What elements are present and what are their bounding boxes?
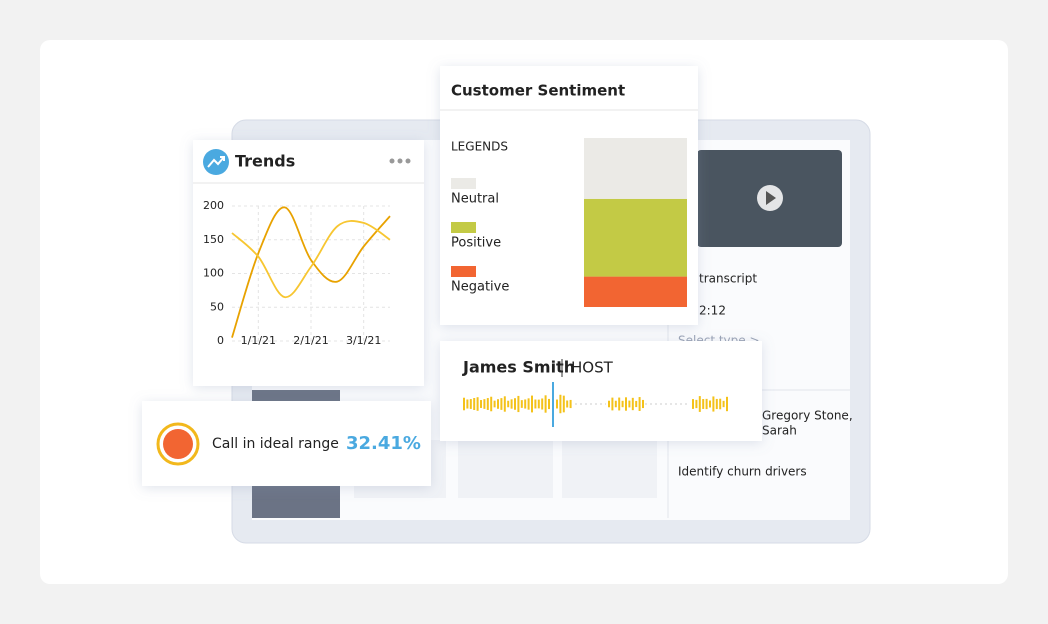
wave-bar	[534, 399, 537, 409]
wave-bar	[514, 398, 516, 410]
wave-bar	[531, 395, 533, 413]
wave-bar	[559, 394, 562, 414]
wave-bar	[628, 400, 631, 408]
y-tick-label: 200	[203, 199, 224, 212]
trends-icon-arrow	[207, 156, 225, 168]
legend-label: Positive	[451, 236, 501, 251]
x-tick-label: 2/1/21	[293, 334, 328, 347]
host-card	[440, 341, 762, 441]
wave-bar	[497, 399, 499, 409]
detail: 2:12	[699, 304, 726, 318]
wave-bar	[510, 399, 513, 409]
range-value: 32.41%	[346, 433, 421, 454]
wave-bar	[520, 400, 523, 408]
card-title: Customer Sentiment	[451, 82, 625, 100]
legend-label: Neutral	[451, 192, 499, 207]
trend-line	[231, 206, 391, 338]
wave-bar	[621, 400, 624, 408]
wave-bar	[608, 400, 610, 408]
trend-line	[231, 220, 391, 299]
wave-bar	[635, 400, 638, 408]
wave-bar	[486, 398, 489, 410]
trends-card	[193, 140, 424, 386]
legend-title: LEGENDS	[451, 140, 508, 154]
wave-bar	[638, 397, 641, 411]
wave-bar	[476, 397, 479, 411]
wave-bar	[722, 400, 725, 408]
wave-bar	[642, 399, 644, 409]
list-panel	[562, 440, 657, 498]
wave-bar	[483, 399, 486, 409]
wave-bar	[517, 395, 520, 413]
play-icon	[766, 191, 776, 205]
wave-bar	[473, 398, 476, 410]
wave-bar	[537, 399, 540, 409]
host-name: James Smith	[462, 358, 575, 377]
wave-bar	[702, 399, 705, 409]
legend-swatch	[451, 222, 476, 233]
wave-bar	[466, 399, 469, 409]
wave-bar	[719, 398, 722, 410]
legend-swatch	[451, 178, 476, 189]
bar-segment	[584, 276, 687, 307]
wave-bar	[507, 400, 510, 408]
dot[interactable]	[397, 158, 403, 164]
detail: transcript	[699, 272, 757, 286]
wave-bar	[556, 399, 558, 409]
wave-bar	[480, 400, 482, 408]
wave-bar	[524, 399, 527, 409]
dot[interactable]	[389, 158, 395, 164]
wave-bar	[562, 395, 565, 413]
wave-bar	[503, 396, 506, 412]
wave-bar	[692, 399, 694, 409]
wave-bar	[625, 397, 627, 411]
wave-bar	[712, 396, 715, 412]
menu-dots[interactable]	[389, 158, 411, 164]
wave-bar	[463, 397, 465, 411]
legend-label: Negative	[451, 280, 509, 295]
list-panel	[458, 440, 553, 498]
wave-bar	[631, 397, 634, 411]
legend-swatch	[451, 266, 476, 277]
wave-bar	[541, 398, 544, 410]
wave-bar	[705, 398, 708, 410]
wave-bar	[566, 400, 569, 408]
dot[interactable]	[405, 158, 411, 164]
wave-bar	[618, 397, 621, 411]
card-title: Trends	[235, 152, 295, 171]
wave-bar	[493, 400, 496, 408]
detail: Gregory Stone,	[762, 409, 853, 423]
wave-bar	[695, 399, 698, 409]
wave-bar	[698, 396, 701, 412]
wave-bar	[469, 399, 472, 409]
y-tick-label: 0	[217, 334, 224, 347]
wave-bar	[614, 400, 617, 408]
y-tick-label: 100	[203, 267, 224, 280]
y-tick-label: 150	[203, 233, 224, 246]
bar-segment	[584, 138, 687, 199]
wave-bar	[715, 398, 718, 410]
range-icon-dot	[163, 429, 193, 459]
wave-bar	[726, 396, 728, 412]
wave-bar	[611, 397, 614, 411]
host-role: HOST	[571, 359, 614, 377]
x-tick-label: 1/1/21	[241, 334, 276, 347]
wave-bar	[548, 398, 550, 410]
bar-segment	[584, 198, 687, 277]
wave-bar	[569, 399, 572, 409]
wave-bar	[500, 398, 503, 410]
wave-bar	[544, 395, 547, 413]
y-tick-label: 50	[210, 300, 224, 313]
range-label: Call in ideal range	[212, 436, 339, 452]
detail: Identify churn drivers	[678, 465, 807, 479]
detail: Sarah	[762, 424, 797, 438]
wave-bar	[527, 398, 530, 410]
wave-bar	[709, 400, 711, 408]
x-tick-label: 3/1/21	[346, 334, 381, 347]
wave-bar	[490, 396, 493, 412]
